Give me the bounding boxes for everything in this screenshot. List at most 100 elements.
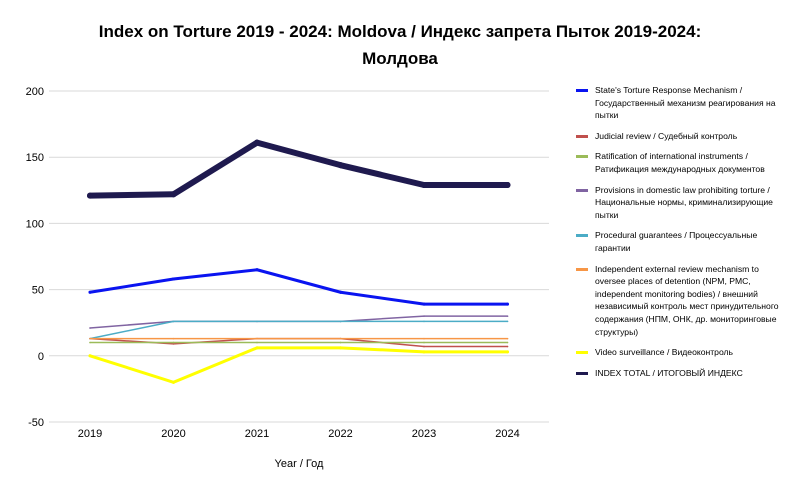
data-point xyxy=(254,139,260,146)
data-point xyxy=(423,315,425,317)
series-8 xyxy=(87,139,511,199)
data-point xyxy=(506,337,509,340)
data-point xyxy=(506,350,509,354)
data-point xyxy=(256,320,258,323)
x-tick-label: 2020 xyxy=(161,428,185,440)
series-lines xyxy=(87,139,511,384)
legend-swatch xyxy=(576,234,588,238)
series-segment xyxy=(337,162,427,189)
data-point xyxy=(421,182,427,189)
y-tick-label: 50 xyxy=(32,285,44,297)
series-6 xyxy=(89,337,509,340)
x-tick-label: 2019 xyxy=(78,428,102,440)
x-axis-title: Year / Год xyxy=(275,458,324,470)
data-point xyxy=(172,380,175,384)
legend-item: Ratification of international instrument… xyxy=(576,150,781,175)
data-point xyxy=(172,277,175,281)
series-segment xyxy=(89,320,175,329)
data-point xyxy=(256,341,258,344)
data-point xyxy=(337,162,344,169)
legend-item: Judicial review / Судебный контроль xyxy=(576,130,781,143)
legend-label: INDEX TOTAL / ИТОГОВЫЙ ИНДЕКС xyxy=(595,367,743,378)
legend-swatch xyxy=(576,89,588,92)
legend-label: Ratification of international instrument… xyxy=(595,151,765,174)
legend-label: Independent external review mechanism to… xyxy=(595,263,779,337)
data-point xyxy=(89,341,91,344)
data-point xyxy=(88,354,92,358)
data-point xyxy=(504,182,511,189)
data-point xyxy=(339,320,342,323)
series-5 xyxy=(89,320,509,340)
series-segment xyxy=(170,139,260,198)
data-point xyxy=(423,345,425,348)
y-tick-label: 100 xyxy=(26,218,44,230)
data-point xyxy=(422,302,426,306)
x-tick-label: 2021 xyxy=(245,428,269,440)
legend-swatch xyxy=(576,267,588,271)
data-point xyxy=(423,320,425,323)
series-7 xyxy=(88,346,509,384)
legend-label: State's Torture Response Mechanism / Гос… xyxy=(595,85,776,121)
data-point xyxy=(89,327,91,329)
legend-item: Video surveillance / Видеоконтроль xyxy=(576,346,781,359)
data-point xyxy=(172,320,175,323)
legend-item: INDEX TOTAL / ИТОГОВЫЙ ИНДЕКС xyxy=(576,367,781,380)
series-3 xyxy=(89,341,509,344)
series-segment xyxy=(339,290,426,306)
gridlines xyxy=(49,90,549,423)
data-point xyxy=(422,350,426,354)
data-point xyxy=(172,341,175,344)
chart-title-line1: Index on Torture 2019 - 2024: Moldova / … xyxy=(98,22,702,41)
data-point xyxy=(506,345,509,348)
series-segment xyxy=(88,354,175,384)
chart-title: Index on Torture 2019 - 2024: Moldova / … xyxy=(30,18,770,72)
data-point xyxy=(172,343,175,345)
legend-item: Provisions in domestic law prohibiting t… xyxy=(576,184,781,222)
legend-item: Independent external review mechanism to… xyxy=(576,263,781,339)
series-segment xyxy=(87,191,177,199)
series-segment xyxy=(254,139,344,169)
series-segment xyxy=(89,320,175,340)
legend-label: Provisions in domestic law prohibiting t… xyxy=(595,184,773,220)
x-tick-label: 2023 xyxy=(412,428,436,440)
data-point xyxy=(170,191,177,198)
data-point xyxy=(256,337,258,340)
data-point xyxy=(339,346,342,350)
data-point xyxy=(506,341,509,344)
series-1 xyxy=(88,268,509,306)
y-axis-ticks: -50 0 50 100 150 200 xyxy=(26,86,44,429)
data-point xyxy=(255,268,259,272)
data-point xyxy=(339,290,342,294)
legend-swatch xyxy=(576,134,588,138)
x-tick-label: 2022 xyxy=(328,428,352,440)
legend-item: Procedural guarantees / Процессуальные г… xyxy=(576,229,781,254)
legend-label: Procedural guarantees / Процессуальные г… xyxy=(595,230,758,253)
x-tick-label: 2024 xyxy=(495,428,519,440)
data-point xyxy=(423,341,425,344)
legend-swatch xyxy=(576,371,588,375)
chart-title-line2: Молдова xyxy=(362,49,438,68)
data-point xyxy=(88,290,92,294)
legend-label: Judicial review / Судебный контроль xyxy=(595,130,738,141)
data-point xyxy=(172,337,175,340)
series-segment xyxy=(172,346,259,384)
y-tick-label: 0 xyxy=(38,351,44,363)
y-tick-label: 200 xyxy=(26,86,44,98)
x-axis-ticks: 2019 2020 2021 2022 2023 2024 xyxy=(78,428,520,440)
y-tick-label: 150 xyxy=(26,152,44,164)
data-point xyxy=(506,315,509,317)
series-segment xyxy=(255,268,342,294)
series-segment xyxy=(339,346,426,354)
data-point xyxy=(89,337,91,340)
series-segment xyxy=(88,277,175,294)
legend-swatch xyxy=(576,351,588,355)
data-point xyxy=(506,320,509,323)
legend-swatch xyxy=(576,155,588,159)
series-segment xyxy=(339,315,425,323)
data-point xyxy=(339,337,342,340)
legend-item: State's Torture Response Mechanism / Гос… xyxy=(576,84,781,122)
y-tick-label: -50 xyxy=(28,417,44,429)
data-point xyxy=(423,337,425,340)
legend: State's Torture Response Mechanism / Гос… xyxy=(576,84,781,387)
